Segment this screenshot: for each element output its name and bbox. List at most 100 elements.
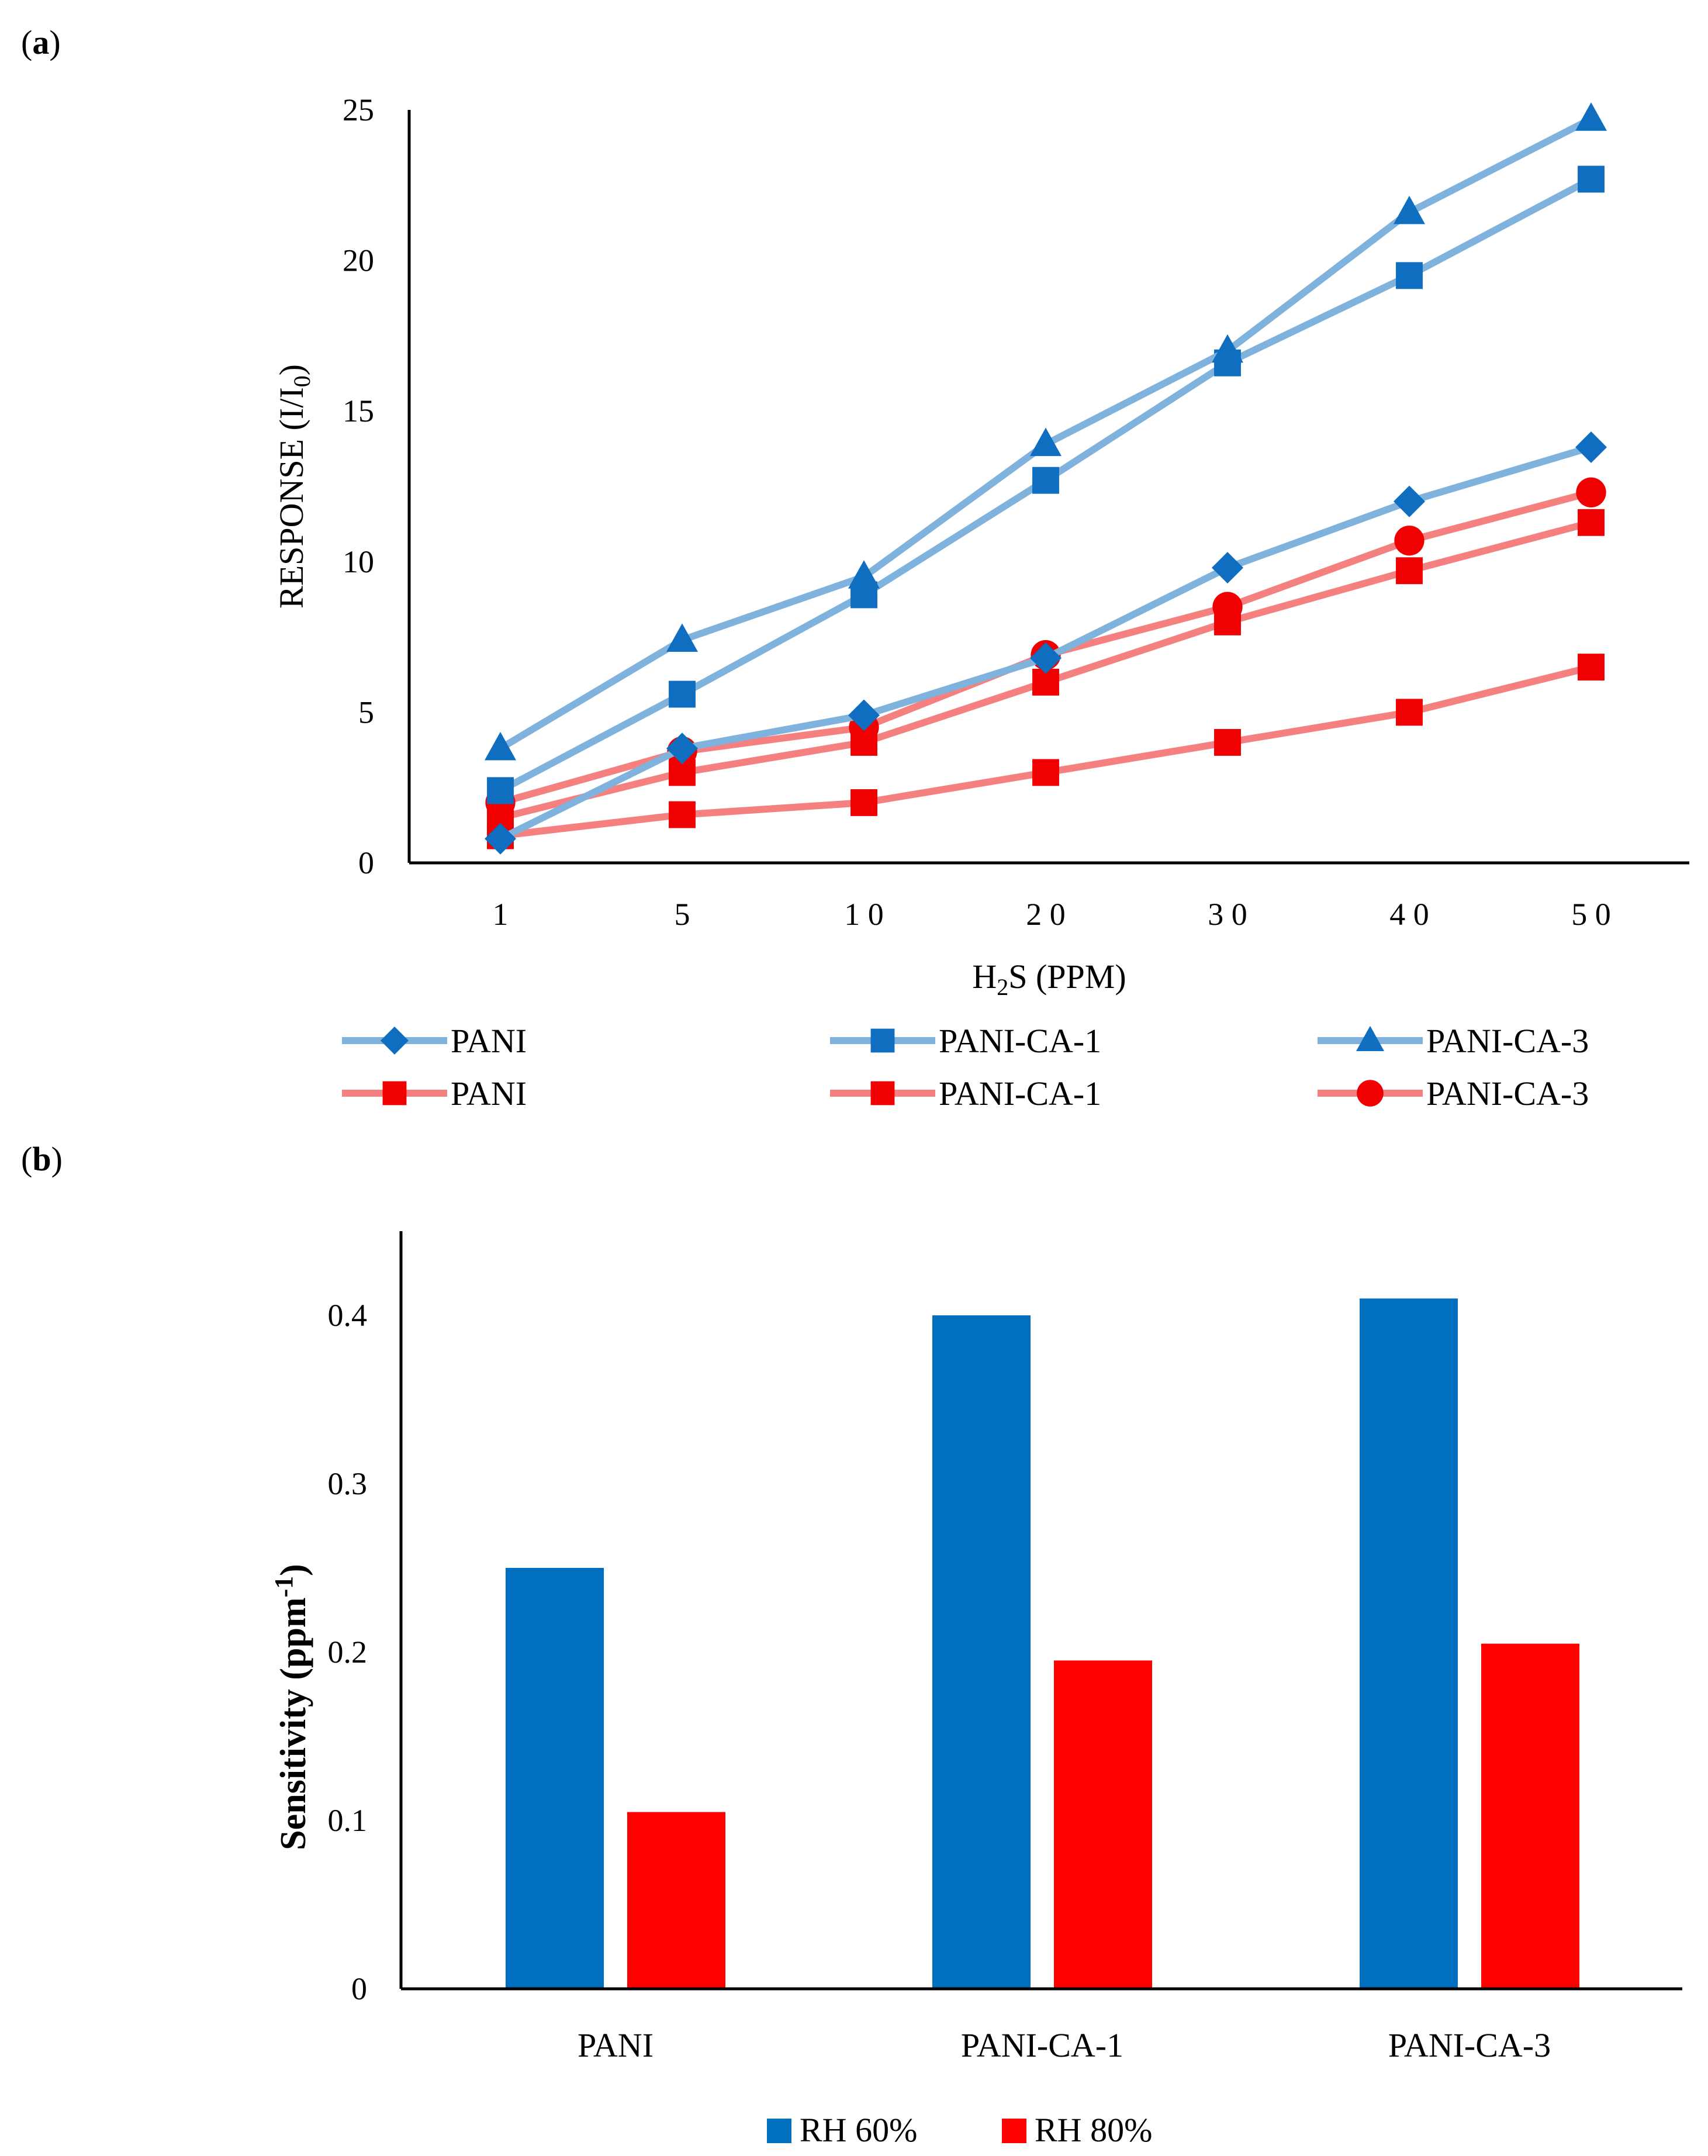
b-legend-swatch <box>1002 2119 1026 2143</box>
a-legend-label: PANI-CA-1 <box>939 1022 1101 1060</box>
b-bar-rh-80--pani-ca-1 <box>1054 1660 1152 1989</box>
a-data-marker <box>850 789 877 816</box>
bar-chart-b: 0 0.1 0.2 0.3 0.4 PANI PANI-CA-1 PANI-CA-3 Sen… <box>269 1231 1682 2149</box>
a-y-tick-label: 10 <box>343 544 374 579</box>
a-data-marker <box>1394 526 1425 556</box>
a-data-marker <box>487 777 514 804</box>
a-y-tick-label: 5 <box>358 695 374 730</box>
panel-b-label: (b) <box>21 1140 63 1178</box>
b-y-tick-label: 0.2 <box>328 1635 368 1670</box>
a-x-tick-label: 1 0 <box>844 897 884 932</box>
a-legend-label: PANI-CA-1 <box>939 1074 1101 1112</box>
a-x-axis-title: H2S (PPM) <box>972 958 1126 1000</box>
a-legend-entry: PANI-CA-3 <box>1318 1074 1589 1112</box>
a-legend-entry: PANI-CA-1 <box>830 1074 1101 1112</box>
a-x-tick-label: 5 0 <box>1571 897 1611 932</box>
a-y-tick-label: 25 <box>343 92 374 127</box>
a-data-marker <box>1394 485 1425 517</box>
a-x-tick-label: 2 0 <box>1026 897 1066 932</box>
b-category-label: PANI-CA-1 <box>961 2026 1123 2064</box>
a-data-marker <box>1032 759 1059 786</box>
a-data-marker <box>870 1028 895 1053</box>
a-data-marker <box>1212 592 1243 622</box>
a-legend-entry: PANI-CA-3 <box>1318 1022 1589 1060</box>
a-data-marker <box>1357 1080 1384 1107</box>
b-legend-label: RH 80% <box>1035 2111 1152 2149</box>
a-legend: PANI PANI-CA-1 PANI-CA-3 PANI PANI-CA-1 PANI-… <box>342 1022 1589 1112</box>
b-category-labels: PANI PANI-CA-1 PANI-CA-3 <box>578 2026 1551 2064</box>
a-y-tick-labels: 0 5 10 15 20 25 <box>343 92 374 880</box>
b-category-label: PANI <box>578 2026 654 2064</box>
a-series-blue-pani <box>485 431 1607 855</box>
a-data-marker <box>666 623 698 652</box>
a-data-marker <box>1396 699 1423 726</box>
a-data-marker <box>669 801 696 828</box>
b-bar-rh-80--pani-ca-3 <box>1481 1643 1579 1989</box>
b-bar-rh-60--pani <box>506 1568 604 1989</box>
a-legend-entry: PANI-CA-1 <box>830 1022 1101 1060</box>
b-y-tick-label: 0 <box>351 1971 367 2006</box>
a-data-marker <box>848 560 880 589</box>
a-series-blue-pani-ca-3 <box>485 102 1607 761</box>
b-bars-group <box>506 1298 1579 1989</box>
b-legend-entry: RH 80% <box>1002 2111 1152 2149</box>
panel-b-letter: b <box>32 1140 51 1178</box>
a-data-marker <box>1212 334 1243 363</box>
panel-a-letter: a <box>32 23 49 61</box>
a-legend-label: PANI <box>451 1022 527 1060</box>
a-data-marker <box>381 1027 409 1055</box>
panel-a-label: (a) <box>21 23 61 61</box>
a-y-axis-title: RESPONSE (I/I0) <box>272 364 315 609</box>
a-y-tick-label: 0 <box>358 845 374 880</box>
b-y-tick-labels: 0 0.1 0.2 0.3 0.4 <box>328 1298 368 2006</box>
a-data-marker <box>666 733 698 765</box>
a-x-tick-label: 3 0 <box>1208 897 1247 932</box>
a-data-marker <box>1578 165 1605 193</box>
a-legend-entry: PANI <box>342 1022 527 1060</box>
a-y-tick-label: 15 <box>343 393 374 429</box>
b-legend: RH 60% RH 80% <box>767 2111 1152 2149</box>
a-data-marker <box>382 1081 407 1105</box>
b-legend-swatch <box>767 2119 791 2143</box>
a-data-marker <box>1214 728 1241 756</box>
a-data-marker <box>1030 642 1062 674</box>
a-data-marker <box>1394 195 1425 224</box>
a-x-tick-label: 4 0 <box>1389 897 1429 932</box>
a-data-marker <box>1578 654 1605 681</box>
a-data-marker <box>1030 427 1062 457</box>
a-data-marker <box>485 731 516 761</box>
b-bar-rh-80--pani <box>627 1812 725 1989</box>
a-data-marker <box>1396 262 1423 289</box>
a-data-marker <box>1356 1025 1384 1051</box>
a-x-tick-labels: 1 5 1 0 2 0 3 0 4 0 5 0 <box>493 897 1611 932</box>
a-data-marker <box>1396 557 1423 585</box>
a-series-blue-pani-ca-1 <box>487 165 1605 804</box>
a-legend-label: PANI <box>451 1074 527 1112</box>
a-data-marker <box>870 1081 895 1105</box>
b-y-tick-label: 0.4 <box>328 1298 368 1333</box>
a-data-marker <box>1575 431 1607 464</box>
a-data-marker <box>485 823 516 855</box>
a-data-marker <box>1578 509 1605 536</box>
b-y-tick-label: 0.1 <box>328 1803 368 1838</box>
b-legend-label: RH 60% <box>800 2111 917 2149</box>
a-data-marker <box>669 680 696 708</box>
b-y-tick-label: 0.3 <box>328 1466 368 1501</box>
a-data-marker <box>1575 102 1607 131</box>
b-bar-rh-60--pani-ca-3 <box>1360 1298 1458 1989</box>
b-category-label: PANI-CA-3 <box>1388 2026 1551 2064</box>
b-y-axis-title: Sensitivity (ppm-1) <box>269 1564 313 1850</box>
a-data-marker <box>1576 477 1606 507</box>
b-legend-entry: RH 60% <box>767 2111 917 2149</box>
a-data-marker <box>1032 467 1059 494</box>
a-legend-label: PANI-CA-3 <box>1426 1022 1589 1060</box>
a-series-group <box>485 102 1607 855</box>
a-legend-label: PANI-CA-3 <box>1426 1074 1589 1112</box>
a-legend-entry: PANI <box>342 1074 527 1112</box>
a-y-tick-label: 20 <box>343 243 374 278</box>
a-data-marker <box>848 699 880 731</box>
a-data-marker <box>1212 552 1243 584</box>
a-x-tick-label: 1 <box>493 897 509 932</box>
